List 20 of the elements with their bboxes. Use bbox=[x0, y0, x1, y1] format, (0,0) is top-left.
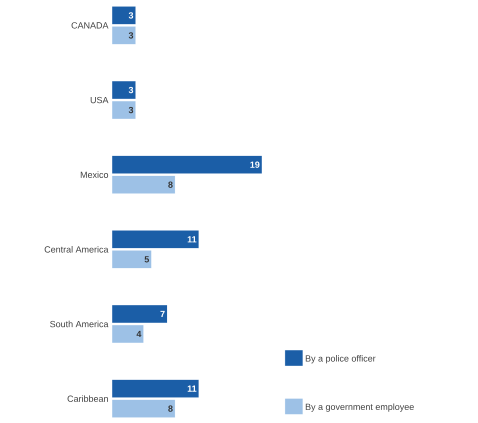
legend-label: By a police officer bbox=[306, 355, 376, 364]
data-label: 7 bbox=[160, 310, 165, 318]
data-label: 3 bbox=[128, 12, 134, 19]
data-label: 3 bbox=[128, 32, 134, 39]
legend-label: By a government employee bbox=[306, 403, 414, 412]
y-tick-label: Caribbean bbox=[68, 395, 108, 402]
data-label: 5 bbox=[144, 256, 150, 262]
y-tick-label: CANADA bbox=[72, 22, 108, 29]
data-label: 19 bbox=[250, 162, 260, 168]
y-tick-label: Central America bbox=[44, 246, 108, 253]
y-tick-label: USA bbox=[90, 96, 108, 104]
data-label: 11 bbox=[188, 386, 196, 392]
data-label: 4 bbox=[136, 330, 142, 338]
data-label: 11 bbox=[188, 236, 196, 242]
data-label: 3 bbox=[128, 86, 134, 94]
data-label: 3 bbox=[128, 106, 134, 114]
y-tick-label: Mexico bbox=[80, 171, 108, 178]
data-label: 8 bbox=[168, 405, 173, 412]
data-label: 8 bbox=[168, 182, 173, 188]
y-tick-label: South America bbox=[50, 320, 108, 328]
